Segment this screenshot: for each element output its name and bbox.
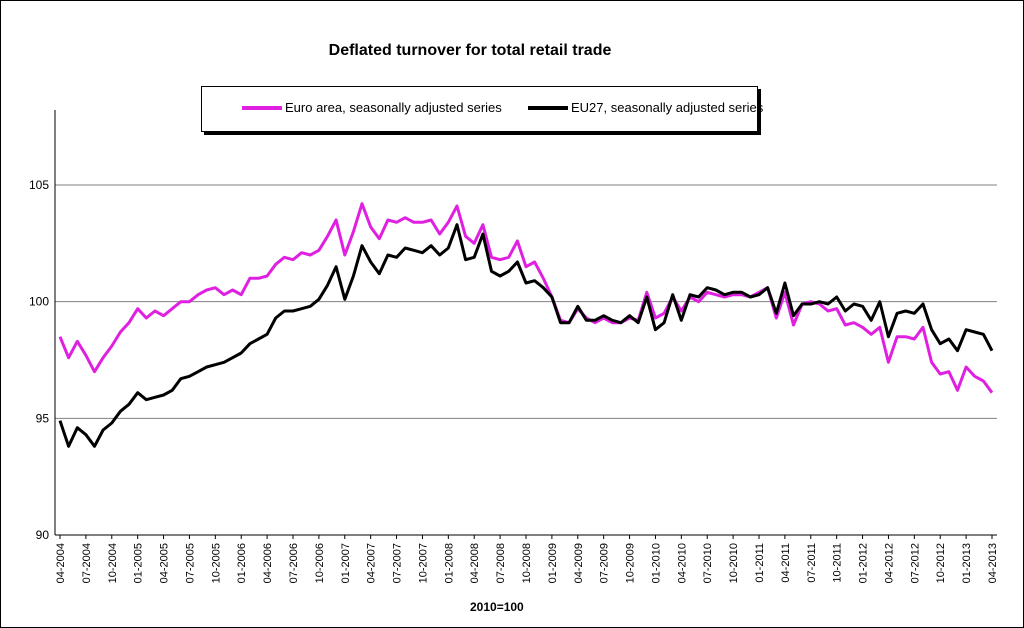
x-tick-label: 04-2013 — [987, 543, 999, 583]
y-tick-label-90: 90 — [36, 528, 50, 542]
x-tick-label: 04-2011 — [780, 543, 792, 583]
chart-title: Deflated turnover for total retail trade — [328, 42, 612, 59]
x-tick-label: 10-2011 — [832, 543, 844, 583]
x-tick-label: 01-2008 — [443, 543, 455, 583]
legend-swatch-euro-area — [242, 105, 282, 110]
legend-swatch-eu27 — [528, 105, 568, 110]
series-line-euro-area — [58, 202, 994, 394]
x-tick-label: 07-2005 — [184, 543, 196, 583]
x-tick-label: 04-2004 — [55, 543, 67, 583]
x-tick-label: 07-2008 — [495, 543, 507, 583]
x-tick-label: 04-2010 — [676, 543, 688, 583]
x-tick-label: 01-2005 — [133, 543, 145, 583]
legend-label-euro-area: Euro area, seasonally adjusted series — [285, 100, 502, 115]
x-tick-label: 04-2009 — [573, 543, 585, 583]
x-tick-label: 07-2007 — [392, 543, 404, 583]
x-tick-label: 07-2004 — [81, 543, 93, 583]
x-tick-label: 10-2009 — [625, 543, 637, 583]
x-tick-label: 10-2004 — [107, 543, 119, 583]
x-tick-label: 04-2012 — [883, 543, 895, 583]
x-tick-label: 07-2010 — [702, 543, 714, 583]
x-tick-label: 01-2006 — [236, 543, 248, 583]
x-tick-label: 01-2010 — [650, 543, 662, 583]
x-tick-label: 07-2006 — [288, 543, 300, 583]
x-tick-label: 04-2005 — [159, 543, 171, 583]
legend-label-eu27: EU27, seasonally adjusted series — [571, 100, 764, 115]
x-tick-label: 10-2006 — [314, 543, 326, 583]
y-tick-label-95: 95 — [36, 411, 50, 425]
x-tick-label: 07-2011 — [806, 543, 818, 583]
x-tick-label: 10-2012 — [935, 543, 947, 583]
x-tick-label: 01-2011 — [754, 543, 766, 583]
legend-item-eu27: EU27, seasonally adjusted series — [528, 100, 763, 115]
x-tick-label: 01-2007 — [340, 543, 352, 583]
chart-legend: Euro area, seasonally adjusted series EU… — [201, 86, 763, 132]
x-tick-label: 01-2012 — [858, 543, 870, 583]
x-tick-label: 04-2006 — [262, 543, 274, 583]
x-tick-label: 10-2007 — [417, 543, 429, 583]
x-tick-label: 01-2009 — [547, 543, 559, 583]
x-tick-label: 10-2010 — [728, 543, 740, 583]
legend-item-euro-area: Euro area, seasonally adjusted series — [242, 100, 502, 115]
y-tick-label-105: 105 — [29, 178, 49, 192]
x-tick-label: 01-2013 — [961, 543, 973, 583]
y-tick-label-100: 100 — [29, 295, 49, 309]
series-line-eu27 — [58, 223, 994, 448]
x-tick-label: 07-2012 — [909, 543, 921, 583]
x-tick-label: 10-2008 — [521, 543, 533, 583]
x-tick-label: 04-2007 — [366, 543, 378, 583]
x-axis-label: 2010=100 — [470, 600, 524, 614]
x-tick-label: 07-2009 — [599, 543, 611, 583]
x-tick-label: 04-2008 — [469, 543, 481, 583]
x-tick-label: 10-2005 — [210, 543, 222, 583]
